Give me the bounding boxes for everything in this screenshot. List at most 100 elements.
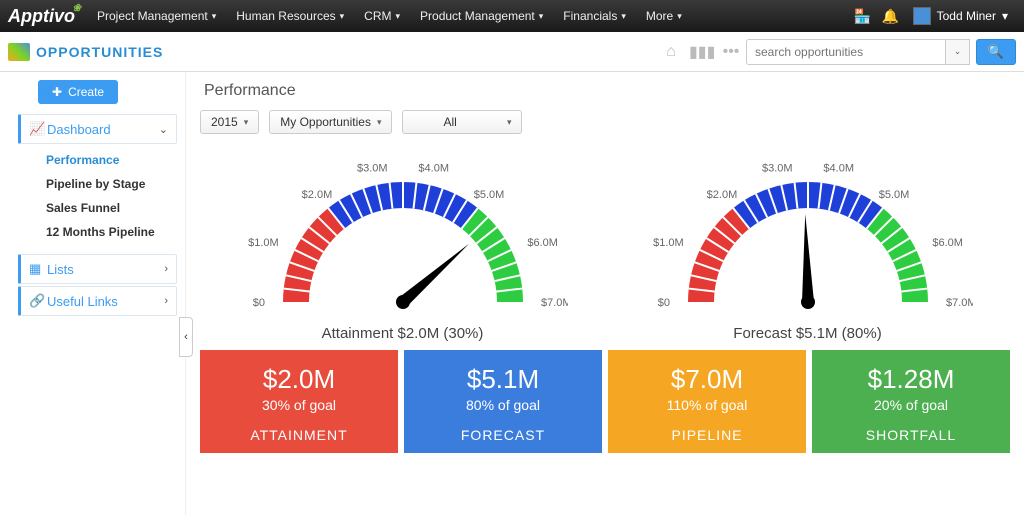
nav-menus: Project Management▾Human Resources▾CRM▾P… [87,0,692,32]
nav-item[interactable]: CRM▾ [354,0,410,32]
caret-down-icon: ▾ [621,11,626,22]
search-button[interactable]: 🔍 [976,39,1016,65]
filter-year[interactable]: 2015 ▾ [200,110,259,134]
search-dropdown[interactable]: ⌄ [946,39,970,65]
nav-item[interactable]: More▾ [636,0,692,32]
gauge-tick-label: $7.0M [541,297,568,309]
user-menu[interactable]: Todd Miner ▾ [905,7,1016,25]
card-value: $7.0M [608,364,806,395]
metric-card: $7.0M 110% of goal PIPELINE [608,350,806,453]
more-icon[interactable]: ••• [719,43,743,61]
gauge-tick-label: $7.0M [946,297,973,309]
dashboard-subitems: PerformancePipeline by StageSales Funnel… [18,148,177,244]
dashboard-subitem[interactable]: 12 Months Pipeline [46,220,177,244]
caret-down-icon: ▾ [377,117,382,128]
card-value: $1.28M [812,364,1010,395]
gauge-wrap: $0$1.0M$2.0M$3.0M$4.0M$5.0M$6.0M$7.0MAtt… [213,152,593,342]
card-title: FORECAST [404,427,602,443]
gauge-tick-label: $4.0M [418,162,449,174]
gauges-row: $0 $1.0M $2.0M $3.0M $4.0M $5.0M $6.0M $7.0M Att… [200,152,1010,342]
metric-card: $5.1M 80% of goal FORECAST [404,350,602,453]
caret-down-icon: ▾ [212,11,217,22]
leaf-icon: ❀ [73,3,81,14]
card-percent: 110% of goal [608,397,806,413]
card-title: PIPELINE [608,427,806,443]
nav-item[interactable]: Financials ▾ [553,0,636,32]
gauge-tick-label: $6.0M [527,237,558,249]
gauge-chart: $0$1.0M$2.0M$3.0M$4.0M$5.0M$6.0M$7.0M [238,152,568,322]
dashboard-subitem[interactable]: Sales Funnel [46,196,177,220]
dashboard-subitem[interactable]: Performance [46,148,177,172]
search-input[interactable] [746,39,946,65]
gauge-tick-label: $2.0M [301,189,332,201]
sub-header: OPPORTUNITIES ⌂ ▮▮▮ ••• ⌄ 🔍 [0,32,1024,72]
search-wrap: ⌄ 🔍 [746,39,1016,65]
metric-card: $2.0M30% of goalATTAINMENT [200,350,398,453]
notifications-icon[interactable]: 🔔 [877,8,905,25]
card-percent: 80% of goal [404,397,602,413]
nav-item[interactable]: Product Management ▾ [410,0,553,32]
gauge-tick-label: $0 [252,297,264,309]
links-label: Useful Links [47,294,164,309]
nav-item[interactable]: Human Resources ▾ [226,0,354,32]
gauge-tick-label: $5.0M [473,189,504,201]
filter-range-label: All [443,115,456,129]
caret-down-icon: ▾ [507,117,512,128]
avatar-icon [913,7,931,25]
nav-item-label: CRM [364,9,391,23]
gauge-tick-label: $1.0M [653,237,684,249]
nav-item-label: Financials [563,9,617,23]
app-logo: Apptivo❀ [8,6,87,27]
lists-icon: ▦ [29,261,47,277]
plus-icon: ✚ [52,85,62,99]
gauge-tick-label: $5.0M [878,189,909,201]
sidebar-item-dashboard[interactable]: 📈 Dashboard ⌄ [18,114,177,144]
nav-item[interactable]: Project Management ▾ [87,0,226,32]
nav-item-label: Human Resources [236,9,335,23]
sidebar: ✚ Create 📈 Dashboard ⌄ PerformancePipeli… [0,72,185,515]
card-percent: 20% of goal [812,397,1010,413]
sidebar-item-links[interactable]: 🔗 Useful Links › [18,286,177,316]
caret-down-icon: ▾ [244,117,249,128]
caret-down-icon: ▾ [1002,9,1008,23]
card-value: $2.0M [200,364,398,395]
card-value: $5.1M [404,364,602,395]
main-content: Performance 2015 ▾ My Opportunities▾ All ▾… [185,72,1024,515]
gauge-tick-label: $3.0M [762,162,793,174]
sidebar-item-lists[interactable]: ▦ Lists › [18,254,177,284]
logo-text: Apptivo [8,6,75,26]
search-icon: 🔍 [988,44,1004,60]
create-button[interactable]: ✚ Create [38,80,118,104]
dashboard-subitem[interactable]: Pipeline by Stage [46,172,177,196]
page-title: Performance [200,82,1010,100]
chevron-right-icon: › [164,263,168,275]
gauge-tick-label: $6.0M [932,237,963,249]
lists-label: Lists [47,262,164,277]
nav-item-label: Product Management [420,9,535,23]
layout: ✚ Create 📈 Dashboard ⌄ PerformancePipeli… [0,72,1024,515]
opportunities-icon [8,43,30,61]
store-icon[interactable]: 🏪 [849,8,877,25]
gauge-caption: Attainment $2.0M (30%) [213,325,593,342]
dashboard-label: Dashboard [47,122,159,137]
gauge-tick-label: $3.0M [357,162,388,174]
nav-item-label: Project Management [97,9,208,23]
chart-icon[interactable]: ▮▮▮ [689,42,713,62]
home-icon[interactable]: ⌂ [659,43,683,61]
filter-range[interactable]: All ▾ [402,110,522,134]
top-nav: Apptivo❀ Project Management▾Human Resour… [0,0,1024,32]
create-label: Create [68,85,104,99]
filter-year-label: 2015 [211,115,238,129]
gauge-chart: $0$1.0M$2.0M$3.0M$4.0M$5.0M$6.0M$7.0M [643,152,973,322]
metric-cards: $2.0M30% of goalATTAINMENT$5.1M 80% of go… [200,350,1010,453]
gauge-tick-label: $2.0M [706,189,737,201]
caret-down-icon: ▾ [677,11,682,22]
caret-down-icon: ▾ [340,11,345,22]
metric-card: $1.28M 20% of goal SHORTFALL [812,350,1010,453]
collapse-sidebar-button[interactable]: ‹ [179,317,193,357]
card-title: SHORTFALL [812,427,1010,443]
link-icon: 🔗 [29,293,47,309]
filter-scope[interactable]: My Opportunities▾ [269,110,392,134]
card-title: ATTAINMENT [200,427,398,443]
caret-down-icon: ▾ [539,11,544,22]
